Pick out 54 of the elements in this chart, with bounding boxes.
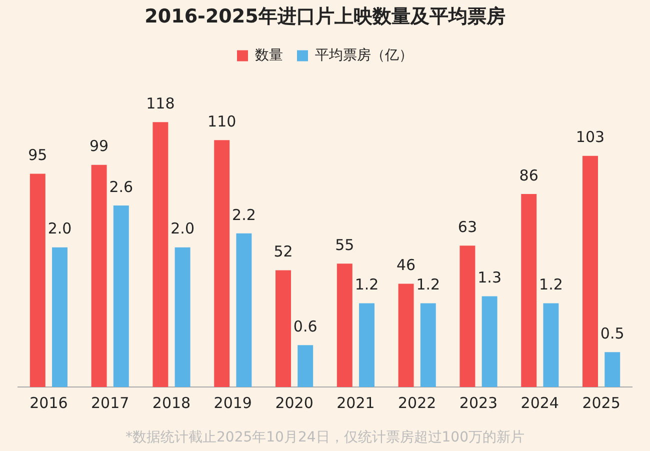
bar <box>482 296 498 387</box>
bar <box>398 284 414 387</box>
x-tick-label: 2017 <box>91 394 130 412</box>
bar <box>604 352 620 387</box>
legend-label: 数量 <box>255 47 283 64</box>
data-label: 46 <box>396 256 416 274</box>
data-label: 1.3 <box>478 268 502 287</box>
bar <box>113 205 129 387</box>
x-tick-label: 2024 <box>520 394 559 412</box>
bar <box>298 345 314 387</box>
x-tick-label: 2019 <box>214 394 252 412</box>
data-label: 2.0 <box>170 220 194 238</box>
data-label: 2.2 <box>232 206 256 224</box>
bar <box>91 164 107 387</box>
bar <box>521 194 537 387</box>
bar <box>152 122 168 387</box>
x-tick-label: 2016 <box>30 394 68 412</box>
data-label: 110 <box>208 112 236 131</box>
bar <box>30 174 46 387</box>
bar <box>174 247 190 387</box>
data-label: 2.0 <box>48 220 72 238</box>
data-label: 103 <box>576 128 605 146</box>
data-label: 63 <box>458 218 477 236</box>
x-tick-label: 2025 <box>582 394 620 412</box>
bar <box>582 156 598 387</box>
bar <box>359 303 374 387</box>
bar <box>52 247 68 387</box>
data-label: 1.2 <box>354 276 379 294</box>
data-label: 118 <box>146 94 175 113</box>
x-tick-label: 2023 <box>459 394 498 412</box>
bar <box>236 233 252 387</box>
data-label: 55 <box>335 236 354 254</box>
legend-label: 平均票房（亿） <box>315 47 413 64</box>
x-tick-label: 2021 <box>336 394 375 412</box>
bar <box>460 246 476 387</box>
data-label: 86 <box>519 166 538 184</box>
bar <box>543 303 559 387</box>
data-label: 0.6 <box>293 317 318 336</box>
bar <box>336 264 352 387</box>
x-tick-label: 2020 <box>275 394 314 412</box>
data-label: 1.2 <box>539 276 563 294</box>
bar <box>276 270 291 387</box>
chart-title: 2016-2025年进口片上映数量及平均票房 <box>144 5 506 28</box>
x-tick-label: 2018 <box>152 394 191 412</box>
x-tick-label: 2022 <box>398 394 436 412</box>
bar <box>420 303 436 387</box>
bar <box>214 140 230 387</box>
data-label: 52 <box>274 242 293 261</box>
text: *数据统计截止2025年10月24日，仅统计票房超过100万的新片 <box>126 430 524 446</box>
data-label: 0.5 <box>600 324 624 342</box>
data-label: 1.2 <box>416 276 440 294</box>
data-label: 95 <box>28 146 48 164</box>
data-label: 2.6 <box>109 178 134 196</box>
data-label: 99 <box>90 137 109 156</box>
